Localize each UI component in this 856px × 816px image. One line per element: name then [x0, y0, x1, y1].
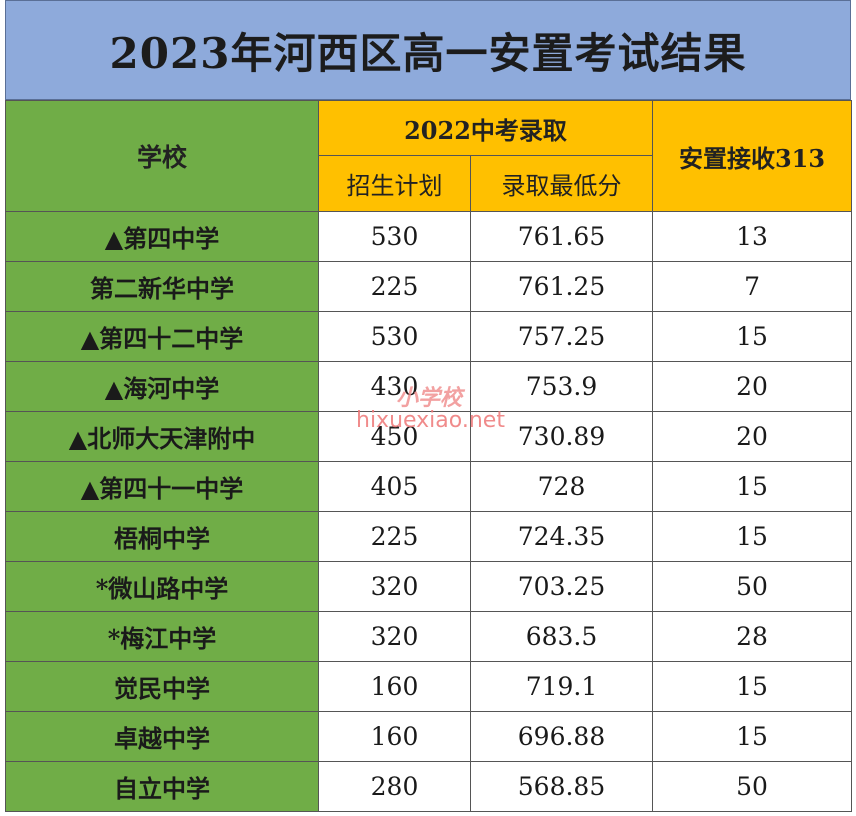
placement-cell: 15: [652, 661, 853, 712]
plan-cell: 405: [318, 461, 471, 512]
plan-cell: 530: [318, 311, 471, 362]
school-cell: ▲海河中学: [5, 361, 319, 412]
placement-cell: 28: [652, 611, 853, 662]
placement-cell: 15: [652, 711, 853, 762]
placement-cell: 50: [652, 561, 853, 612]
table-row: ▲第四中学 530 761.65 13: [5, 211, 853, 262]
page-title: 2023年河西区高一安置考试结果: [5, 0, 851, 100]
school-cell: ▲第四十二中学: [5, 311, 319, 362]
min-score-cell: 730.89: [469, 411, 654, 462]
min-score-cell: 761.65: [469, 211, 654, 262]
school-cell: 自立中学: [5, 761, 319, 812]
placement-cell: 20: [652, 411, 853, 462]
min-score-cell: 696.88: [469, 711, 654, 762]
table-row: *梅江中学 320 683.5 28: [5, 611, 853, 662]
placement-cell: 15: [652, 311, 853, 362]
header-min-score: 录取最低分: [469, 155, 654, 212]
table-row: ▲第四十二中学 530 757.25 15: [5, 311, 853, 362]
min-score-cell: 719.1: [469, 661, 654, 712]
plan-cell: 320: [318, 561, 471, 612]
school-cell: ▲第四十一中学: [5, 461, 319, 512]
min-score-cell: 728: [469, 461, 654, 512]
school-cell: 第二新华中学: [5, 261, 319, 312]
table-row: ▲第四十一中学 405 728 15: [5, 461, 853, 512]
table-row: 梧桐中学 225 724.35 15: [5, 511, 853, 562]
plan-cell: 430: [318, 361, 471, 412]
table-row: ▲海河中学 430 753.9 20: [5, 361, 853, 412]
school-cell: *微山路中学: [5, 561, 319, 612]
header-placement: 安置接收313: [652, 100, 853, 212]
min-score-cell: 761.25: [469, 261, 654, 312]
placement-cell: 15: [652, 511, 853, 562]
school-cell: *梅江中学: [5, 611, 319, 662]
min-score-cell: 724.35: [469, 511, 654, 562]
table-row: 自立中学 280 568.85 50: [5, 761, 853, 812]
table-row: *微山路中学 320 703.25 50: [5, 561, 853, 612]
table-row: 第二新华中学 225 761.25 7: [5, 261, 853, 312]
placement-cell: 13: [652, 211, 853, 262]
placement-cell: 15: [652, 461, 853, 512]
min-score-cell: 683.5: [469, 611, 654, 662]
header-plan: 招生计划: [318, 155, 471, 212]
plan-cell: 225: [318, 261, 471, 312]
school-cell: ▲第四中学: [5, 211, 319, 262]
placement-cell: 7: [652, 261, 853, 312]
plan-cell: 160: [318, 661, 471, 712]
min-score-cell: 757.25: [469, 311, 654, 362]
header-school: 学校: [5, 100, 319, 212]
plan-cell: 450: [318, 411, 471, 462]
table-row: 卓越中学 160 696.88 15: [5, 711, 853, 762]
school-cell: 觉民中学: [5, 661, 319, 712]
school-cell: 梧桐中学: [5, 511, 319, 562]
plan-cell: 225: [318, 511, 471, 562]
placement-cell: 50: [652, 761, 853, 812]
school-cell: 卓越中学: [5, 711, 319, 762]
min-score-cell: 753.9: [469, 361, 654, 412]
placement-cell: 20: [652, 361, 853, 412]
plan-cell: 320: [318, 611, 471, 662]
table-row: ▲北师大天津附中 450 730.89 20: [5, 411, 853, 462]
min-score-cell: 703.25: [469, 561, 654, 612]
results-table: 学校 2022中考录取 安置接收313 招生计划 录取最低分 ▲第四中学 530 7…: [5, 100, 853, 812]
school-cell: ▲北师大天津附中: [5, 411, 319, 462]
plan-cell: 280: [318, 761, 471, 812]
min-score-cell: 568.85: [469, 761, 654, 812]
plan-cell: 530: [318, 211, 471, 262]
table-row: 觉民中学 160 719.1 15: [5, 661, 853, 712]
header-group-2022: 2022中考录取: [317, 100, 654, 156]
plan-cell: 160: [318, 711, 471, 762]
